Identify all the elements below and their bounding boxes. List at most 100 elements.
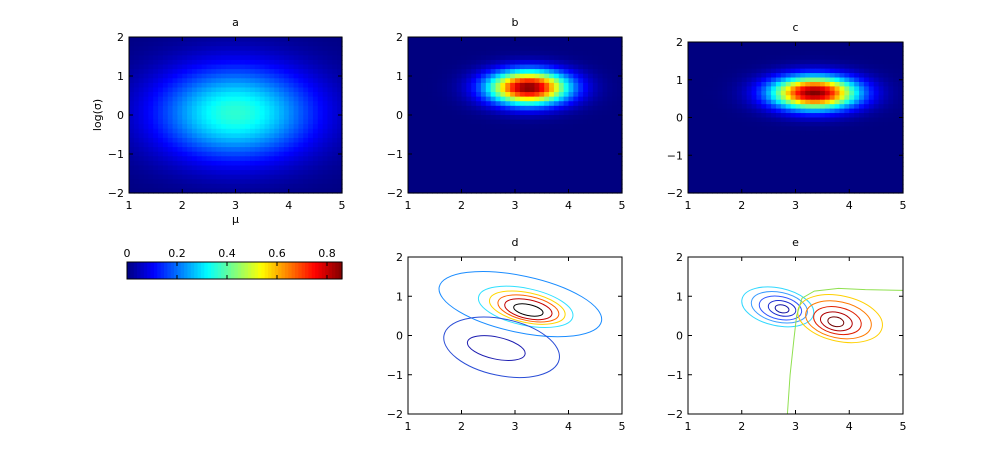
heatmap-cell [829, 184, 836, 190]
heatmap-cell [597, 128, 604, 134]
heatmap-cell [607, 59, 613, 66]
heatmap-cell [519, 64, 526, 70]
heatmap-cell [761, 144, 767, 150]
heatmap-cell [480, 105, 487, 112]
heatmap-cell [617, 105, 623, 112]
heatmap-cell [829, 126, 836, 132]
heatmap-cell [888, 86, 894, 92]
heatmap-cell [553, 133, 560, 139]
heatmap-cell [529, 188, 536, 194]
heatmap-cell [471, 165, 477, 171]
heatmap-cell [312, 59, 319, 66]
heatmap-cell [563, 73, 570, 79]
heatmap-cell [412, 119, 419, 125]
heatmap-cell [717, 81, 723, 88]
heatmap-cell [795, 99, 801, 105]
heatmap-cell [834, 104, 841, 110]
heatmap-cell [868, 126, 875, 132]
heatmap-cell [259, 41, 266, 47]
heatmap-cell [859, 157, 865, 163]
heatmap-cell [859, 121, 865, 127]
heatmap-cell [187, 101, 193, 107]
heatmap-cell [220, 147, 227, 153]
heatmap-cell [235, 78, 241, 84]
heatmap-cell [322, 156, 329, 162]
heatmap-cell [893, 117, 899, 123]
heatmap-cell [417, 37, 424, 43]
heatmap-cell [558, 55, 565, 61]
heatmap-cell [505, 41, 511, 47]
heatmap-cell [274, 41, 280, 47]
heatmap-cell [771, 104, 777, 110]
heatmap-cell [442, 101, 448, 107]
heatmap-cell [332, 105, 338, 112]
x-tick-label: 2 [179, 199, 186, 212]
heatmap-cell [264, 142, 270, 148]
heatmap-cell [873, 77, 880, 83]
heatmap-cell [607, 179, 613, 185]
heatmap-cell [158, 179, 164, 185]
heatmap-cell [741, 153, 748, 159]
heatmap-cell [490, 78, 497, 84]
heatmap-cell [279, 115, 285, 121]
heatmap-cell [129, 55, 135, 61]
heatmap-cell [480, 115, 487, 121]
heatmap-cell [408, 105, 414, 112]
heatmap-cell [756, 135, 762, 141]
contour-line [750, 290, 808, 324]
heatmap-cell [240, 174, 246, 180]
heatmap-cell [177, 69, 183, 75]
heatmap-cell [172, 124, 179, 130]
heatmap-cell [437, 73, 443, 79]
heatmap-cell [162, 183, 169, 190]
y-tick-label: 0 [676, 112, 683, 125]
heatmap-cell [279, 165, 285, 171]
heatmap-cell [158, 37, 164, 43]
heatmap-cell [873, 64, 880, 70]
heatmap-cell [495, 165, 502, 171]
heatmap-cell [216, 37, 222, 43]
heatmap-cell [607, 115, 613, 121]
heatmap-cell [250, 133, 256, 139]
heatmap-cell [225, 105, 232, 112]
heatmap-cell [761, 68, 767, 74]
heatmap-cell [245, 124, 251, 130]
heatmap-cell [810, 130, 816, 136]
heatmap-cell [859, 64, 865, 70]
heatmap-cell [863, 42, 870, 48]
heatmap-cell [211, 110, 217, 116]
heatmap-cell [898, 157, 904, 163]
heatmap-cell [422, 119, 429, 125]
heatmap-cell [766, 144, 772, 150]
heatmap-cell [834, 59, 841, 65]
heatmap-cell [893, 175, 899, 181]
heatmap-cell [437, 110, 443, 116]
heatmap-cell [617, 78, 623, 84]
heatmap-cell [471, 156, 477, 162]
heatmap-cell [790, 157, 797, 163]
heatmap-cell [442, 41, 448, 47]
heatmap-cell [519, 105, 526, 112]
heatmap-cell [158, 87, 164, 93]
heatmap-cell [505, 101, 511, 107]
heatmap-cell [539, 151, 545, 157]
heatmap-cell [446, 92, 453, 98]
colorbar-swatch [224, 262, 229, 279]
heatmap-cell [795, 170, 801, 176]
heatmap-cell [617, 170, 623, 176]
heatmap-cell [216, 110, 222, 116]
heatmap-cell [578, 165, 584, 171]
heatmap-cell [480, 55, 487, 61]
heatmap-cell [568, 46, 574, 52]
heatmap-cell [216, 101, 222, 107]
heatmap-cell [529, 156, 536, 162]
heatmap-cell [495, 101, 502, 107]
heatmap-cell [451, 124, 458, 130]
heatmap-cell [480, 73, 487, 79]
heatmap-cell [859, 184, 865, 190]
heatmap-cell [510, 183, 516, 190]
heatmap-cell [245, 69, 251, 75]
heatmap-cell [607, 142, 613, 148]
colorbar-swatch [291, 262, 296, 279]
heatmap-cell [288, 124, 295, 130]
